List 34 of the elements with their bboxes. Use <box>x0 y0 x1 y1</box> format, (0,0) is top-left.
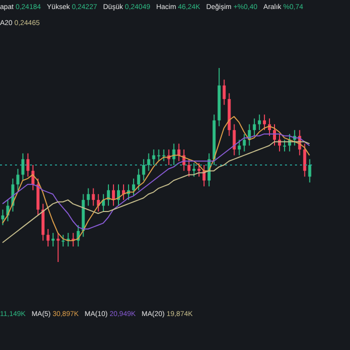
candlestick <box>106 184 110 206</box>
candlestick <box>252 118 256 136</box>
candlestick <box>232 124 236 156</box>
candlestick <box>26 152 30 178</box>
candlestick <box>147 152 150 172</box>
candlestick <box>157 148 160 162</box>
candlestick <box>192 162 196 178</box>
candlestick <box>187 158 190 178</box>
candlestick <box>92 188 95 206</box>
candlestick <box>62 234 65 247</box>
candlestick <box>56 232 60 262</box>
candlestick <box>86 188 90 206</box>
candlestick <box>262 114 266 131</box>
candlestick <box>137 168 140 191</box>
candlestick <box>242 133 246 152</box>
candlestick <box>177 143 180 162</box>
candlestick <box>117 184 120 206</box>
candlestick <box>308 158 312 183</box>
candlestick <box>283 139 286 152</box>
candlestick <box>198 162 201 178</box>
candlestick <box>46 228 50 247</box>
candlestick <box>258 114 261 131</box>
candlestick <box>303 143 306 178</box>
candlestick <box>273 124 276 146</box>
candlestick <box>21 152 24 182</box>
candlestick <box>16 168 20 191</box>
candlestick <box>222 79 226 106</box>
candlestick <box>162 148 166 162</box>
candlestick <box>1 209 4 226</box>
candlestick <box>142 158 146 182</box>
candlestick <box>238 139 241 156</box>
candlestick <box>52 232 55 247</box>
candlestick <box>132 178 136 197</box>
candlestick <box>112 184 115 206</box>
